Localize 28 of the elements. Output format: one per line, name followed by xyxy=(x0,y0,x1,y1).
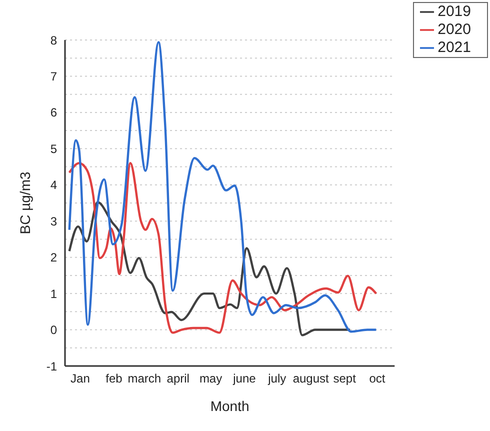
x-tick-label: july xyxy=(267,372,286,386)
y-tick-label: 3 xyxy=(50,214,58,228)
y-tick-label: 2 xyxy=(50,250,58,265)
x-tick-label: march xyxy=(128,372,162,386)
x-tick-label: sept xyxy=(333,372,357,386)
x-tick-label: oct xyxy=(369,372,386,386)
x-tick-label: april xyxy=(166,372,190,386)
x-axis-title: Month xyxy=(210,398,250,414)
y-tick-label: 6 xyxy=(50,106,58,120)
y-tick-label: 0 xyxy=(50,323,58,338)
y-tick-label: 7 xyxy=(50,69,58,84)
x-tick-label: feb xyxy=(106,372,123,386)
legend-label: 2021 xyxy=(438,39,471,56)
y-tick-label: 8 xyxy=(50,33,58,48)
x-tick-label: Jan xyxy=(70,372,90,386)
y-axis-title: BC µg/m3 xyxy=(16,172,33,234)
x-tick-label: august xyxy=(292,372,330,386)
y-tick-label: 5 xyxy=(50,142,58,156)
y-tick-label: -1 xyxy=(46,359,58,374)
legend-label: 2020 xyxy=(438,21,471,38)
legend-label: 2019 xyxy=(438,3,471,20)
line-series xyxy=(68,41,378,333)
y-tick-label: 4 xyxy=(50,178,58,192)
line-series xyxy=(68,162,378,334)
y-tick-label: 1 xyxy=(50,286,58,301)
x-tick-label: june xyxy=(232,372,256,386)
line-series xyxy=(68,201,352,336)
x-tick-label: may xyxy=(199,372,222,386)
